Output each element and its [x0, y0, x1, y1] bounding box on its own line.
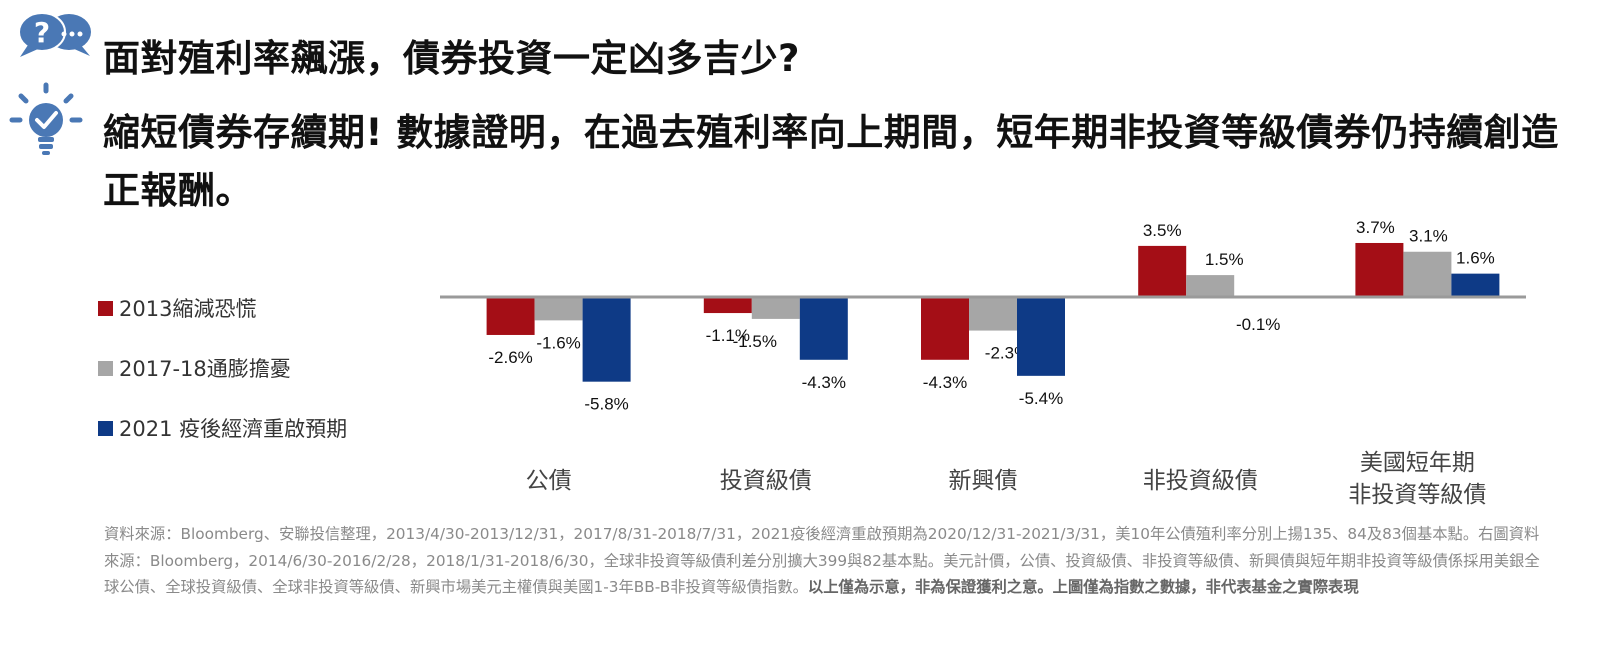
legend-item-2017-18: 2017-18通膨擔憂: [98, 338, 347, 398]
data-label-series1-cat5: 3.7%: [1356, 218, 1395, 237]
legend-swatch-2017-18: [98, 360, 113, 376]
bar-series2-cat2: [751, 297, 800, 319]
category-label-3: 新興債: [949, 468, 1018, 494]
bar-series3-cat3: [1017, 297, 1065, 376]
bar-series1-cat2: [703, 297, 752, 314]
data-label-series2-cat2: -1.5%: [733, 332, 777, 351]
data-label-series3-cat1: -5.8%: [584, 395, 628, 414]
legend-item-2021: 2021 疫後經濟重啟預期: [98, 398, 347, 458]
subheadline: 縮短債券存續期! 數據證明，在過去殖利率向上期間，短年期非投資等級債券仍持續創造…: [103, 111, 1559, 212]
data-label-series1-cat3: -4.3%: [923, 373, 967, 392]
category-label-1: 公債: [526, 468, 572, 494]
data-label-series2-cat1: -1.6%: [536, 333, 580, 352]
legend-label-2017-18: 2017-18通膨擔憂: [119, 357, 291, 381]
category-label-4: 非投資級債: [1143, 468, 1258, 494]
footnote-disclaimer: 以上僅為示意，非為保證獲利之意。上圖僅為指數之數據，非代表基金之實際表現: [807, 578, 1359, 596]
data-label-series3-cat4: -0.1%: [1236, 315, 1280, 334]
category-label-2: 投資級債: [720, 468, 812, 494]
legend-label-2013: 2013縮減恐慌: [119, 297, 257, 321]
bar-series2-cat5: [1403, 251, 1452, 297]
data-label-series1-cat4: 3.5%: [1143, 221, 1182, 240]
bar-series1-cat3: [921, 297, 969, 360]
bar-series1-cat5: [1355, 242, 1404, 297]
data-label-series1-cat2: -1.1%: [706, 326, 750, 345]
data-label-series3-cat3: -5.4%: [1019, 389, 1063, 408]
bar-chart: -2.6%-1.6% -5.8% 公債 -1.1%-1.5% -4.3% 投資級債 -4.3…: [440, 218, 1526, 508]
data-label-series1-cat1: -2.6%: [488, 348, 532, 367]
category-label-5-line1: 美國短年期: [1360, 450, 1475, 476]
legend-item-2013: 2013縮減恐慌: [98, 278, 347, 338]
bar-series3-cat2: [799, 297, 848, 360]
data-label-series2-cat4: 1.5%: [1205, 250, 1244, 269]
legend-swatch-2021: [98, 420, 113, 436]
category-label-5-line2: 非投資等級債: [1348, 482, 1486, 508]
data-label-series3-cat5: 1.6%: [1456, 249, 1495, 268]
footnote-text: 資料來源：Bloomberg、安聯投信整理，2013/4/30-2013/12/…: [104, 525, 1540, 596]
bar-series2-cat4: [1186, 275, 1235, 297]
data-label-series2-cat5: 3.1%: [1409, 227, 1448, 246]
data-label-series3-cat2: -4.3%: [802, 373, 846, 392]
footnote: 資料來源：Bloomberg、安聯投信整理，2013/4/30-2013/12/…: [104, 521, 1544, 601]
chart-legend: 2013縮減恐慌 2017-18通膨擔憂 2021 疫後經濟重啟預期: [98, 278, 347, 458]
headline: 面對殖利率飆漲，債券投資一定凶多吉少?: [103, 37, 800, 80]
bar-series2-cat1: [534, 297, 583, 321]
question-bubble-icon: ?: [18, 12, 91, 57]
bar-series3-cat5: [1451, 273, 1500, 297]
bar-series1-cat4: [1138, 245, 1187, 297]
bar-series1-cat1: [486, 297, 535, 335]
lightbulb-icon: [9, 82, 83, 155]
legend-swatch-2013: [98, 300, 113, 316]
svg-text:?: ?: [34, 16, 50, 49]
legend-label-2021: 2021 疫後經濟重啟預期: [119, 417, 348, 441]
bar-series3-cat1: [582, 297, 631, 382]
bar-series2-cat3: [969, 297, 1017, 331]
